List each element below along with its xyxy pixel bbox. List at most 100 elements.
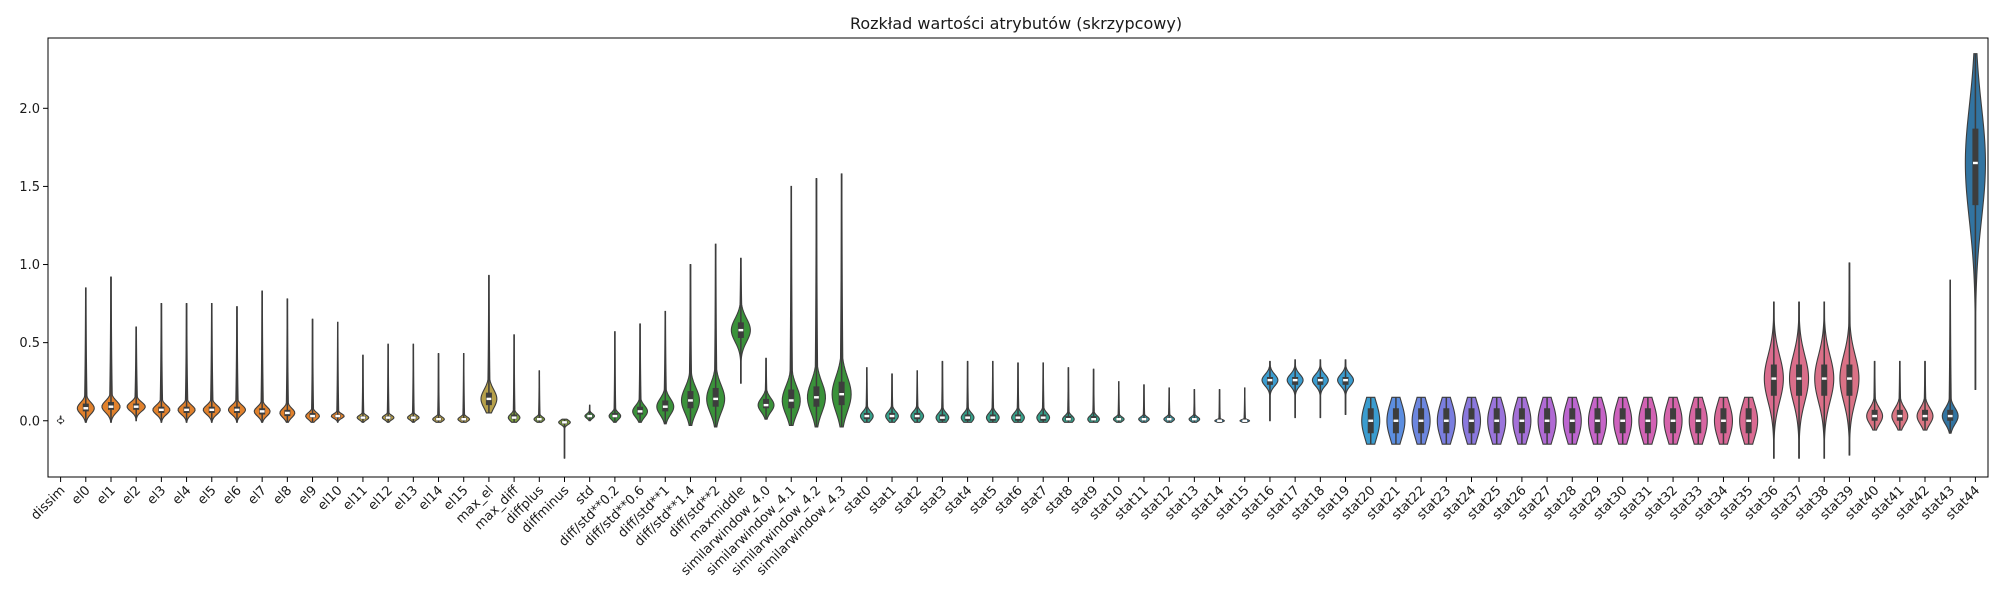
- violin-median-37: [990, 416, 996, 419]
- y-tick-label-4: 2.0: [19, 102, 40, 117]
- y-tick-label-1: 0.5: [19, 336, 40, 351]
- violin-median-20: [562, 421, 567, 424]
- violin-median-5: [184, 408, 189, 412]
- x-tick-label-8: el7: [245, 483, 270, 508]
- violin-median-15: [436, 417, 441, 421]
- x-tick-label-6: el5: [195, 483, 220, 508]
- violin-median-72: [1872, 414, 1878, 418]
- violin-median-55: [1443, 419, 1449, 422]
- x-tick-label-1: el0: [69, 483, 94, 508]
- violin-median-69: [1796, 377, 1802, 380]
- violin-median-31: [839, 392, 845, 396]
- violin-median-9: [284, 411, 290, 415]
- violin-median-46: [1217, 419, 1222, 422]
- violin-median-6: [209, 408, 215, 412]
- violin-median-47: [1242, 419, 1248, 422]
- x-tick-label-9: el8: [271, 483, 296, 508]
- violin-iqr-box-68: [1770, 364, 1777, 396]
- x-tick-label-34: stat2: [891, 483, 925, 517]
- violin-iqr-box-76: [1972, 128, 1979, 206]
- violin-median-19: [536, 417, 542, 421]
- violin-median-10: [310, 414, 315, 418]
- violin-median-43: [1141, 417, 1147, 421]
- violin-median-7: [234, 408, 240, 412]
- violin-median-13: [385, 416, 391, 419]
- violin-median-50: [1317, 378, 1323, 382]
- violin-median-68: [1771, 377, 1777, 380]
- violin-median-52: [1368, 419, 1374, 422]
- violin-median-18: [511, 416, 517, 419]
- y-tick-label-3: 1.5: [19, 180, 40, 195]
- violin-median-4: [158, 408, 164, 412]
- violin-median-27: [738, 328, 744, 332]
- violin-median-21: [587, 414, 593, 418]
- violin-median-56: [1469, 419, 1474, 422]
- violin-iqr-box-26: [712, 387, 719, 407]
- x-tick-label-37: stat5: [967, 483, 1001, 517]
- violin-median-57: [1494, 419, 1500, 422]
- violin-median-3: [133, 405, 139, 408]
- violin-median-42: [1116, 417, 1122, 421]
- chart-title: Rozkład wartości atrybutów (skrzypcowy): [850, 14, 1182, 33]
- violin-median-11: [335, 414, 341, 418]
- x-tick-label-40: stat8: [1042, 483, 1076, 517]
- x-tick-label-38: stat6: [992, 483, 1026, 517]
- violin-median-41: [1091, 417, 1096, 421]
- x-tick-label-33: stat1: [866, 483, 900, 517]
- violin-median-26: [713, 397, 719, 401]
- violin-median-38: [1015, 416, 1021, 419]
- violin-iqr-box-70: [1821, 364, 1828, 396]
- y-tick-label-2: 1.0: [19, 258, 40, 273]
- violin-median-49: [1292, 378, 1298, 382]
- violin-median-40: [1065, 417, 1071, 421]
- violin-median-32: [864, 414, 870, 418]
- violin-median-25: [688, 399, 693, 402]
- violin-median-39: [1040, 416, 1046, 419]
- x-tick-label-4: el3: [145, 483, 170, 508]
- violin-iqr-box-28: [763, 398, 770, 409]
- violin-median-45: [1191, 417, 1197, 421]
- violin-median-29: [788, 399, 794, 402]
- x-tick-label-39: stat7: [1017, 483, 1051, 517]
- violin-median-36: [965, 416, 971, 419]
- violin-median-76: [1973, 161, 1978, 165]
- violin-median-24: [662, 405, 668, 408]
- violin-median-64: [1670, 419, 1676, 422]
- violin-iqr-box-71: [1846, 364, 1853, 396]
- violin-median-17: [486, 397, 492, 401]
- violin-median-2: [108, 405, 114, 408]
- x-tick-label-3: el2: [119, 483, 144, 508]
- violin-median-23: [637, 410, 643, 413]
- violin-median-12: [360, 416, 366, 419]
- violin-median-14: [410, 416, 416, 419]
- violin-median-22: [612, 414, 618, 418]
- violin-median-74: [1922, 414, 1928, 418]
- x-tick-label-7: el6: [220, 483, 245, 508]
- violin-median-0: [58, 419, 63, 422]
- violin-median-28: [763, 403, 769, 407]
- violin-median-51: [1343, 378, 1348, 382]
- violin-median-59: [1544, 419, 1550, 422]
- x-tick-label-14: el13: [391, 483, 422, 514]
- violin-median-70: [1821, 377, 1827, 380]
- violin-median-16: [461, 417, 467, 421]
- y-tick-label-0: 0.0: [19, 414, 40, 429]
- violin-median-48: [1267, 378, 1273, 382]
- x-tick-label-11: el10: [315, 483, 346, 514]
- violin-median-34: [914, 414, 920, 418]
- violin-median-1: [83, 407, 89, 410]
- violin-median-60: [1569, 419, 1575, 422]
- violin-iqr-box-69: [1796, 364, 1803, 396]
- violin-median-58: [1519, 419, 1525, 422]
- violin-median-62: [1620, 419, 1626, 422]
- violin-median-35: [940, 416, 945, 419]
- violin-median-73: [1897, 414, 1903, 418]
- x-tick-label-15: el14: [416, 483, 447, 514]
- violin-median-65: [1695, 419, 1701, 422]
- x-tick-label-2: el1: [94, 483, 119, 508]
- x-tick-label-32: stat0: [841, 483, 875, 517]
- violin-median-63: [1645, 419, 1651, 422]
- violin-median-33: [889, 414, 895, 418]
